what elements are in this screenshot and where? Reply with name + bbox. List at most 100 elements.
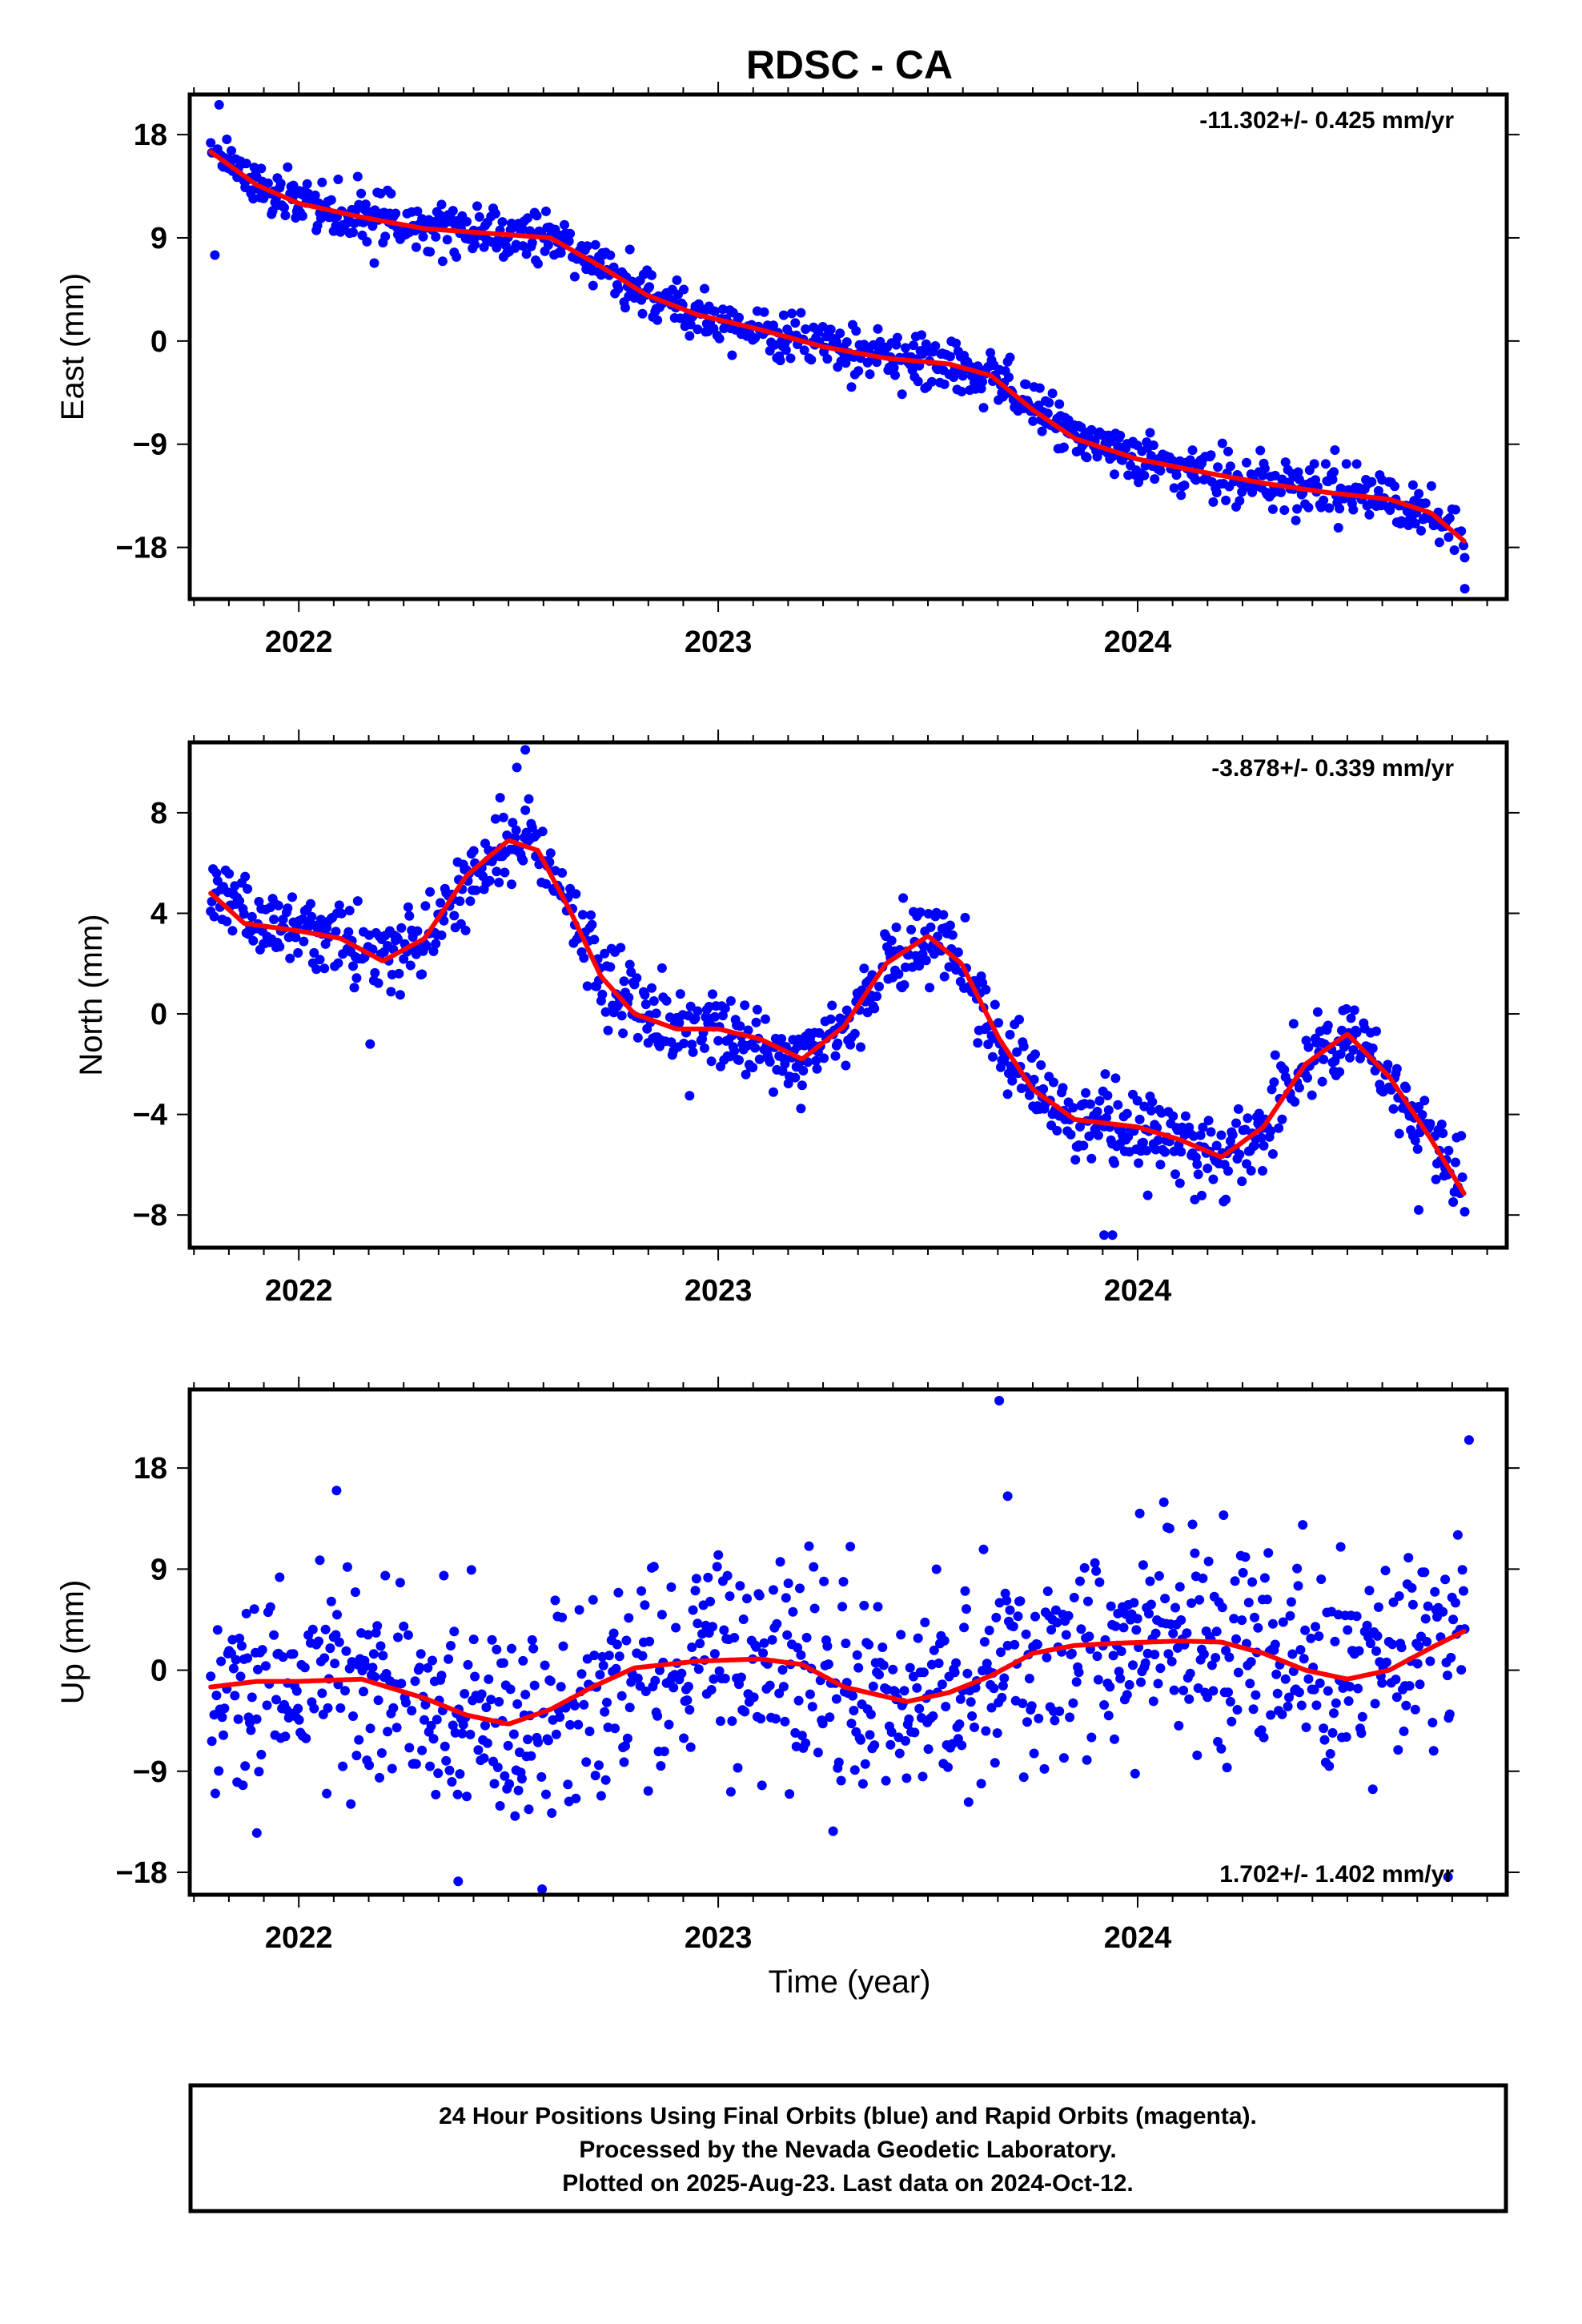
- data-point: [1410, 1136, 1420, 1146]
- y-tick-label: −4: [133, 1099, 167, 1132]
- data-point: [892, 332, 902, 343]
- data-point: [725, 1787, 736, 1797]
- data-point: [804, 1541, 814, 1551]
- data-point: [688, 1605, 698, 1615]
- data-point: [1076, 1624, 1086, 1634]
- data-point: [981, 984, 991, 995]
- data-point: [420, 1715, 429, 1725]
- data-point: [1100, 1069, 1110, 1080]
- data-point: [1079, 1562, 1090, 1573]
- data-point: [777, 1034, 787, 1044]
- data-point: [679, 1733, 689, 1743]
- data-point: [849, 1028, 860, 1039]
- data-point: [939, 379, 950, 389]
- data-point: [1341, 1003, 1351, 1014]
- data-point: [783, 1079, 793, 1088]
- data-point: [605, 962, 616, 972]
- data-point: [1078, 1140, 1089, 1151]
- data-point: [1174, 1582, 1185, 1592]
- data-point: [287, 892, 297, 903]
- data-point: [1427, 1718, 1438, 1727]
- data-point: [436, 930, 447, 940]
- data-point: [557, 868, 568, 878]
- data-point: [888, 1664, 898, 1675]
- data-point: [1329, 1708, 1339, 1719]
- data-point: [1456, 1665, 1467, 1675]
- data-point: [637, 1651, 648, 1661]
- data-point: [1054, 399, 1065, 409]
- data-point: [468, 1634, 479, 1645]
- data-point: [806, 355, 817, 365]
- data-point: [640, 990, 650, 1000]
- data-point: [926, 922, 936, 932]
- data-point: [375, 1641, 386, 1651]
- data-point: [348, 961, 358, 971]
- data-point: [265, 1602, 275, 1612]
- data-point: [1419, 1096, 1430, 1106]
- data-point: [297, 211, 307, 221]
- data-point: [838, 1577, 849, 1587]
- data-point: [1312, 1007, 1323, 1017]
- data-point: [1070, 1155, 1081, 1165]
- data-point: [1423, 1601, 1433, 1611]
- data-point: [396, 923, 407, 933]
- data-point: [986, 1703, 997, 1713]
- data-point: [1010, 1639, 1020, 1650]
- data-point: [589, 1651, 600, 1661]
- data-point: [727, 1716, 737, 1727]
- data-point: [954, 1719, 965, 1729]
- data-point: [1407, 1582, 1417, 1593]
- data-point: [624, 992, 634, 1003]
- data-point: [618, 1028, 628, 1039]
- y-tick-label: 18: [134, 119, 167, 152]
- data-point: [963, 1797, 974, 1807]
- data-point: [1231, 1634, 1241, 1644]
- data-point: [1293, 1581, 1303, 1591]
- data-point: [1176, 490, 1186, 501]
- data-point: [315, 955, 325, 965]
- data-point: [1044, 397, 1054, 408]
- data-point: [1185, 455, 1195, 465]
- data-point: [886, 1727, 897, 1737]
- data-point: [359, 1687, 368, 1697]
- data-point: [814, 1027, 825, 1038]
- data-point: [571, 1793, 581, 1803]
- data-point: [310, 190, 320, 200]
- data-point: [1000, 1588, 1010, 1598]
- data-point: [1005, 352, 1015, 363]
- data-point: [1102, 1091, 1113, 1100]
- data-point: [588, 280, 598, 291]
- data-point: [251, 1827, 262, 1838]
- data-point: [1103, 1105, 1114, 1116]
- data-point: [1446, 1652, 1456, 1663]
- data-point: [790, 318, 801, 328]
- data-point: [624, 244, 635, 255]
- data-point: [1414, 1102, 1424, 1112]
- data-point: [685, 331, 695, 341]
- up-panel: 2022 2023 2024 18 9 0 −9 −18 Up (mm) 1.702+/- 1.4…: [55, 1377, 1520, 1955]
- data-point: [920, 1617, 930, 1627]
- data-point: [532, 211, 542, 221]
- data-point: [921, 339, 931, 349]
- data-point: [1438, 1128, 1448, 1139]
- data-point: [590, 239, 600, 250]
- data-point: [1247, 487, 1258, 497]
- data-point: [476, 1689, 487, 1699]
- data-point: [859, 963, 869, 974]
- data-point: [608, 262, 619, 272]
- data-point: [981, 1726, 991, 1736]
- data-point: [1354, 1646, 1364, 1656]
- data-point: [211, 1691, 222, 1701]
- data-point: [918, 941, 929, 951]
- data-point: [931, 1564, 942, 1574]
- data-point: [330, 1659, 340, 1669]
- data-point: [759, 1638, 769, 1648]
- data-point: [685, 1091, 695, 1101]
- data-point: [860, 1759, 870, 1769]
- data-point: [1401, 1700, 1411, 1711]
- data-point: [813, 1747, 823, 1758]
- data-point: [616, 1691, 627, 1701]
- data-point: [841, 1638, 851, 1649]
- data-point: [770, 1714, 781, 1724]
- data-point: [439, 1570, 449, 1581]
